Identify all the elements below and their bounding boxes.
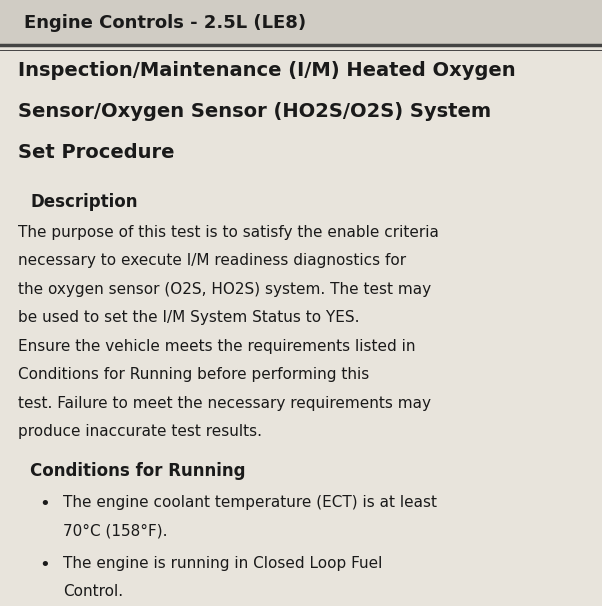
Text: •: • xyxy=(39,556,50,574)
Text: Conditions for Running: Conditions for Running xyxy=(30,462,246,480)
Text: The engine is running in Closed Loop Fuel: The engine is running in Closed Loop Fue… xyxy=(63,556,383,571)
Text: Inspection/Maintenance (I/M) Heated Oxygen: Inspection/Maintenance (I/M) Heated Oxyg… xyxy=(18,61,516,79)
Text: Set Procedure: Set Procedure xyxy=(18,143,175,162)
Text: •: • xyxy=(39,495,50,513)
Text: Sensor/Oxygen Sensor (HO2S/O2S) System: Sensor/Oxygen Sensor (HO2S/O2S) System xyxy=(18,102,491,121)
Text: Conditions for Running before performing this: Conditions for Running before performing… xyxy=(18,367,369,382)
Text: produce inaccurate test results.: produce inaccurate test results. xyxy=(18,424,262,439)
Text: Ensure the vehicle meets the requirements listed in: Ensure the vehicle meets the requirement… xyxy=(18,339,415,354)
FancyBboxPatch shape xyxy=(0,0,602,45)
Text: be used to set the I/M System Status to YES.: be used to set the I/M System Status to … xyxy=(18,310,359,325)
Text: The purpose of this test is to satisfy the enable criteria: The purpose of this test is to satisfy t… xyxy=(18,225,439,240)
Text: 70°C (158°F).: 70°C (158°F). xyxy=(63,524,168,539)
Text: Engine Controls - 2.5L (LE8): Engine Controls - 2.5L (LE8) xyxy=(24,14,306,32)
Text: Control.: Control. xyxy=(63,584,123,599)
Text: The engine coolant temperature (ECT) is at least: The engine coolant temperature (ECT) is … xyxy=(63,495,437,510)
Text: test. Failure to meet the necessary requirements may: test. Failure to meet the necessary requ… xyxy=(18,396,431,411)
Text: necessary to execute I/M readiness diagnostics for: necessary to execute I/M readiness diagn… xyxy=(18,253,406,268)
Text: the oxygen sensor (O2S, HO2S) system. The test may: the oxygen sensor (O2S, HO2S) system. Th… xyxy=(18,282,431,297)
Text: Description: Description xyxy=(30,193,138,211)
